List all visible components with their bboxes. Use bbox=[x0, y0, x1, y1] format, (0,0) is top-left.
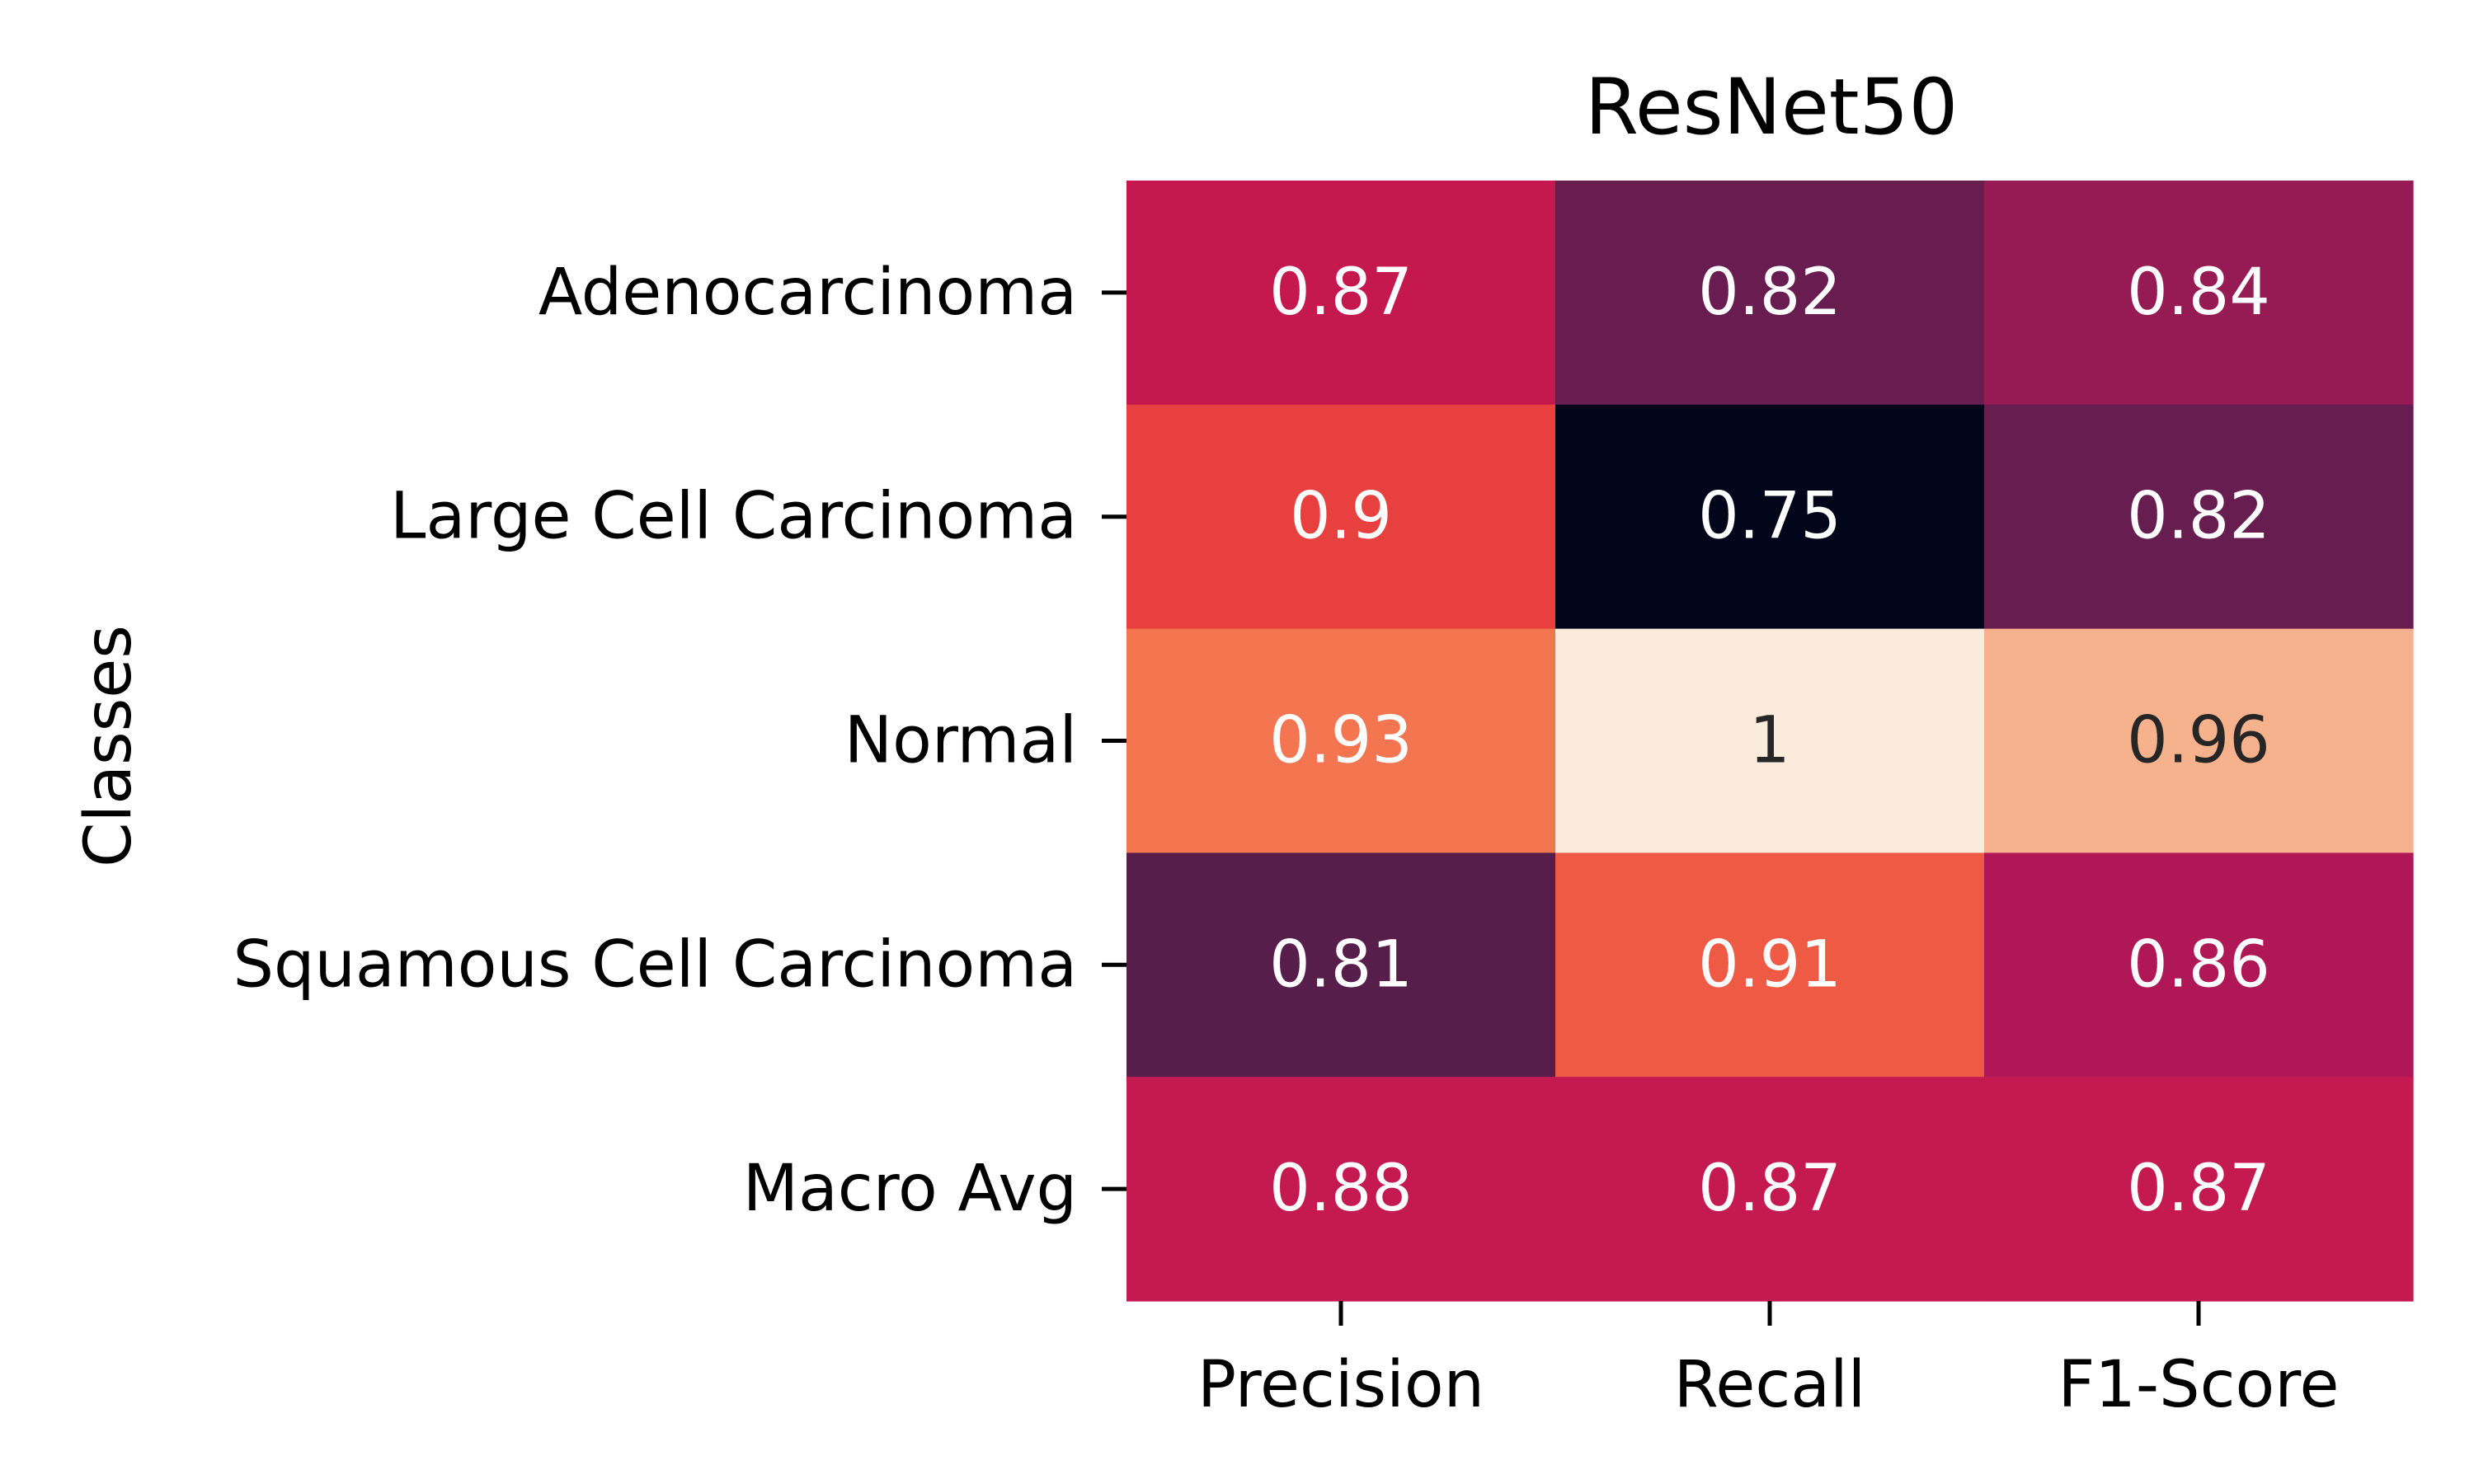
heatmap-cell-macro-avg-recall bbox=[1555, 1077, 1985, 1302]
cell-value-adenocarcinoma-f1-score: 0.84 bbox=[2127, 256, 2270, 330]
heatmap-cell-squamous-cell-carcinoma-f1-score bbox=[1984, 852, 2414, 1078]
x-tick-label-precision: Precision bbox=[1197, 1348, 1484, 1422]
heatmap-cell-adenocarcinoma-precision bbox=[1126, 181, 1556, 406]
x-tick-label-f1-score: F1-Score bbox=[2058, 1348, 2339, 1422]
heatmap-cell-squamous-cell-carcinoma-recall bbox=[1555, 852, 1985, 1078]
cell-value-macro-avg-recall: 0.87 bbox=[1698, 1152, 1841, 1226]
cell-value-large-cell-carcinoma-f1-score: 0.82 bbox=[2127, 480, 2270, 554]
cell-value-macro-avg-f1-score: 0.87 bbox=[2127, 1152, 2270, 1226]
y-tick-label-squamous-cell-carcinoma: Squamous Cell Carcinoma bbox=[233, 928, 1077, 1002]
heatmap-cell-adenocarcinoma-f1-score bbox=[1984, 181, 2414, 406]
heatmap-cell-labels: 0.87 0.82 0.84 0.9 0.75 0.82 0.93 1 0.96 0.81 0.91… bbox=[1269, 256, 2270, 1226]
cell-value-squamous-cell-carcinoma-f1-score: 0.86 bbox=[2127, 928, 2270, 1002]
heatmap-cell-squamous-cell-carcinoma-precision bbox=[1126, 852, 1556, 1078]
cell-value-adenocarcinoma-recall: 0.82 bbox=[1698, 256, 1841, 330]
cell-value-macro-avg-precision: 0.88 bbox=[1269, 1152, 1413, 1226]
x-axis-ticks: Precision Recall F1-Score bbox=[1197, 1301, 2340, 1422]
y-tick-label-macro-avg: Macro Avg bbox=[743, 1152, 1077, 1226]
heatmap-cell-normal-f1-score bbox=[1984, 628, 2414, 853]
x-tick-label-recall: Recall bbox=[1674, 1348, 1866, 1422]
heatmap-cell-normal-precision bbox=[1126, 628, 1556, 853]
heatmap-cells bbox=[1126, 181, 2414, 1302]
heatmap-cell-normal-recall bbox=[1555, 628, 1985, 853]
heatmap-cell-adenocarcinoma-recall bbox=[1555, 181, 1985, 406]
cell-value-normal-precision: 0.93 bbox=[1269, 704, 1413, 778]
cell-value-squamous-cell-carcinoma-precision: 0.81 bbox=[1269, 928, 1413, 1002]
y-axis-ticks: Adenocarcinoma Large Cell Carcinoma Normal… bbox=[233, 256, 1126, 1226]
chart-title: ResNet50 bbox=[1585, 63, 1959, 153]
cell-value-squamous-cell-carcinoma-recall: 0.91 bbox=[1698, 928, 1841, 1002]
cell-value-adenocarcinoma-precision: 0.87 bbox=[1269, 256, 1413, 330]
heatmap-cell-large-cell-carcinoma-f1-score bbox=[1984, 404, 2414, 630]
y-tick-label-normal: Normal bbox=[844, 704, 1077, 778]
heatmap-cell-large-cell-carcinoma-precision bbox=[1126, 404, 1556, 630]
cell-value-normal-f1-score: 0.96 bbox=[2127, 704, 2270, 778]
heatmap-cell-large-cell-carcinoma-recall bbox=[1555, 404, 1985, 630]
y-axis-label: Classes bbox=[72, 625, 146, 867]
cell-value-large-cell-carcinoma-recall: 0.75 bbox=[1698, 480, 1841, 554]
cell-value-large-cell-carcinoma-precision: 0.9 bbox=[1290, 480, 1392, 554]
heatmap-cell-macro-avg-f1-score bbox=[1984, 1077, 2414, 1302]
cell-value-normal-recall: 1 bbox=[1749, 704, 1790, 778]
heatmap-cell-macro-avg-precision bbox=[1126, 1077, 1556, 1302]
y-tick-label-adenocarcinoma: Adenocarcinoma bbox=[539, 256, 1077, 330]
y-tick-label-large-cell-carcinoma: Large Cell Carcinoma bbox=[390, 480, 1077, 554]
